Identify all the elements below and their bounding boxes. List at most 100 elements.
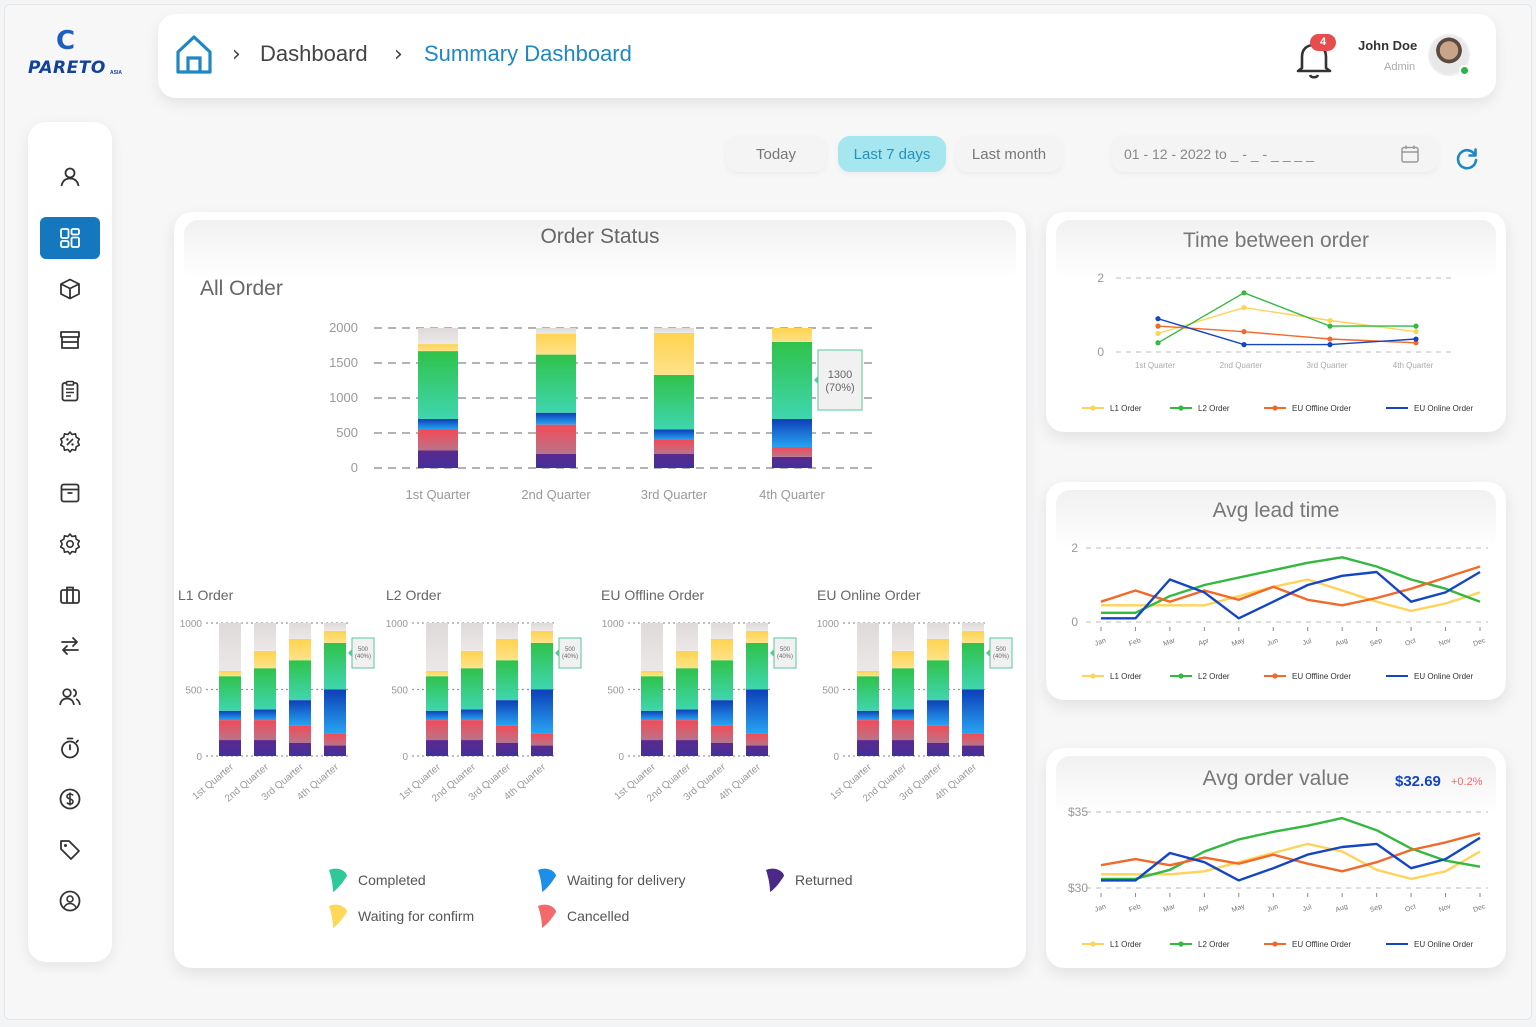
date-range-input[interactable]: 01 - 12 - 2022 to _ - _ - _ _ _ _ <box>1112 136 1438 172</box>
bar-segment-returned <box>426 740 448 756</box>
sidebar-item-timing[interactable] <box>40 727 100 769</box>
bar-segment-completed <box>676 668 698 710</box>
sidebar-item-inventory[interactable] <box>40 472 100 514</box>
y-tick-label: 500 <box>607 686 624 697</box>
home-icon[interactable] <box>174 32 214 76</box>
bar-segment-cancelled <box>772 447 812 457</box>
series-line-l1-order <box>1101 842 1481 881</box>
bar-segment-unfilled <box>289 623 311 639</box>
legend-label-l1-order: L1 Order <box>1110 672 1142 681</box>
x-tick-label: Dec <box>1472 637 1487 648</box>
pareto-logo[interactable]: C PARETO ASIA <box>28 26 122 82</box>
tooltip-text: (70%) <box>825 382 854 394</box>
x-tick-label: Nov <box>1438 637 1453 648</box>
bar-segment-returned <box>676 740 698 756</box>
x-tick-label: 3rd Quarter <box>1307 361 1348 370</box>
bar-segment-returned <box>711 742 733 756</box>
x-tick-label: Mar <box>1163 637 1177 648</box>
legend-label-l2-order: L2 Order <box>1198 404 1230 413</box>
x-tick-label: Jan <box>1094 637 1107 647</box>
bar-segment-waiting-for-confirm <box>324 630 346 643</box>
user-icon <box>60 167 80 187</box>
logo-word: PARETO <box>28 58 106 78</box>
bar-segment-returned <box>219 740 241 756</box>
bar-segment-waiting-for-delivery <box>219 710 241 721</box>
bar-segment-completed <box>324 642 346 690</box>
bar-segment-waiting-for-confirm <box>254 650 276 669</box>
sidebar-item-products[interactable] <box>40 268 100 310</box>
sidebar-item-tags[interactable] <box>40 829 100 871</box>
bar-segment-cancelled <box>531 733 553 746</box>
calendar-icon[interactable] <box>1400 144 1420 164</box>
sidebar-item-settings[interactable] <box>40 523 100 565</box>
x-tick-label: Oct <box>1404 637 1417 647</box>
bar-segment-waiting-for-delivery <box>711 700 733 726</box>
avg-order-value-card: Avg order value $32.69 +0.2% $30 $35 Jan Feb Ma… <box>1046 748 1506 968</box>
logo-mark: C <box>56 26 76 56</box>
bar-segment-returned <box>641 740 663 756</box>
legend-label-waiting-for-delivery: Waiting for delivery <box>567 872 686 888</box>
breadcrumb-dashboard[interactable]: Dashboard <box>260 41 368 66</box>
bar-segment-cancelled <box>676 720 698 741</box>
store-icon <box>60 331 80 349</box>
bar-segment-waiting-for-delivery <box>654 429 694 440</box>
sidebar-item-support[interactable] <box>40 880 100 922</box>
bar-segment-completed <box>711 660 733 701</box>
filter-today-button[interactable]: Today <box>726 136 826 172</box>
bar-segment-returned <box>289 742 311 756</box>
sidebar-item-orders[interactable] <box>40 370 100 412</box>
sidebar-item-users[interactable] <box>40 676 100 718</box>
data-point-l1-order <box>1413 329 1419 335</box>
x-tick-label: Apr <box>1198 637 1211 648</box>
breadcrumb-summary-dashboard[interactable]: Summary Dashboard <box>424 41 632 66</box>
tooltip-text: 500 <box>780 647 791 653</box>
bar-segment-cancelled <box>324 733 346 746</box>
legend-label-l1-order: L1 Order <box>1110 940 1142 949</box>
legend-label-l1-order: L1 Order <box>1110 404 1142 413</box>
sidebar-item-profile[interactable] <box>40 156 100 198</box>
series-line-eu-online-order <box>1101 570 1481 620</box>
tooltip-text: 500 <box>565 647 576 653</box>
sidebar-item-business[interactable] <box>40 574 100 616</box>
bar-segment-waiting-for-confirm <box>962 630 984 643</box>
bar-segment-completed <box>418 351 458 419</box>
legend-marker-l1-order <box>1090 405 1096 411</box>
archive-icon <box>60 483 80 503</box>
bar-segment-completed <box>289 660 311 701</box>
sidebar-item-dashboard[interactable] <box>40 217 100 259</box>
date-range-text: 01 - 12 - 2022 to _ - _ - _ _ _ _ <box>1124 146 1314 162</box>
legend-swatch-waiting-for-confirm <box>329 904 347 928</box>
legend-marker-l2-order <box>1178 941 1184 947</box>
avg-lead-time-card: Avg lead time 0 2 Jan Feb Mar Apr May Jun Jul Aug S… <box>1046 482 1506 700</box>
bar-segment-completed <box>927 660 949 701</box>
dollar-icon <box>59 788 81 810</box>
sidebar-item-stores[interactable] <box>40 319 100 361</box>
tooltip-text: 1300 <box>828 369 852 381</box>
x-tick-label: 1st Quarter <box>1135 361 1175 370</box>
legend-label-completed: Completed <box>358 872 426 888</box>
bar-segment-unfilled <box>426 623 448 671</box>
bar-segment-completed <box>962 642 984 690</box>
refresh-icon[interactable] <box>1454 146 1480 172</box>
x-tick-label: Sep <box>1369 637 1383 648</box>
bar-segment-unfilled <box>892 623 914 651</box>
sidebar-item-transfers[interactable] <box>40 625 100 667</box>
tooltip-text: 500 <box>358 647 369 653</box>
bar-segment-unfilled <box>641 623 663 671</box>
user-role: Admin <box>1384 61 1416 73</box>
filter-last-month-button[interactable]: Last month <box>956 136 1062 172</box>
sidebar-item-finance[interactable] <box>40 778 100 820</box>
bar-segment-waiting-for-confirm <box>531 630 553 643</box>
time-between-order-chart: Time between order 0 2 1st Quarter 2nd Quart… <box>1082 229 1473 413</box>
bar-segment-unfilled <box>461 623 483 651</box>
sidebar-item-promotions[interactable] <box>40 421 100 463</box>
y-tick-label: 1000 <box>329 390 358 405</box>
chart-title-time-between-order: Time between order <box>1183 229 1369 252</box>
filter-last-7-days-button[interactable]: Last 7 days <box>838 136 946 172</box>
chart-title-eu-offline-order: EU Offline Order <box>601 587 705 603</box>
x-tick-label: May <box>1231 903 1246 914</box>
bar-segment-waiting-for-delivery <box>289 700 311 726</box>
bar-segment-waiting-for-delivery <box>772 419 812 447</box>
bar-segment-unfilled <box>711 623 733 639</box>
series-line-eu-offline-order <box>1157 325 1417 344</box>
